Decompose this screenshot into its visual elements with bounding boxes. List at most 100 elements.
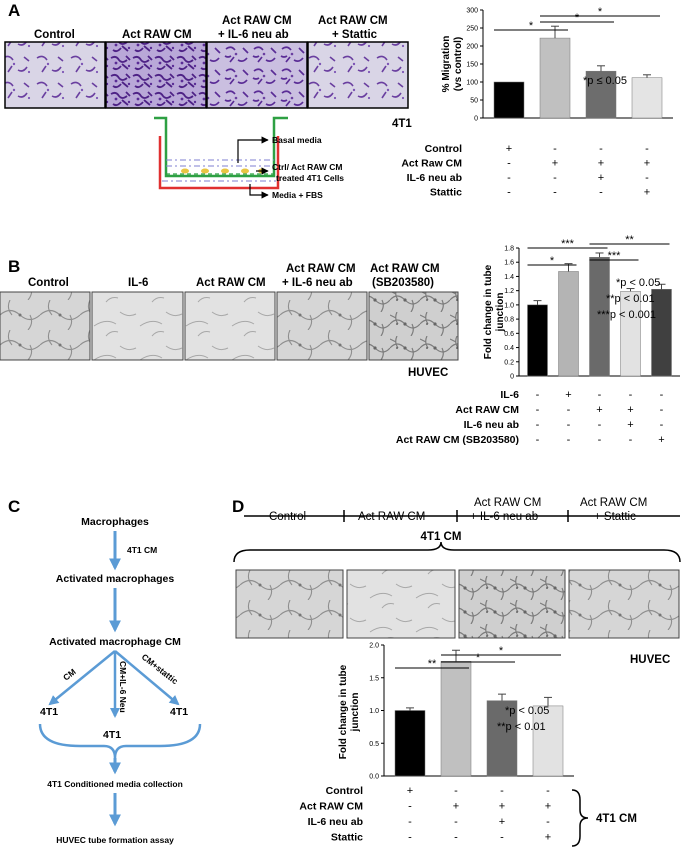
panel-letter-c: C	[8, 497, 20, 516]
chart-2-tick-label: 0.0	[369, 774, 379, 781]
panel-a: A Control Act RAW CM Act RAW CM + IL-6 n…	[4, 1, 673, 200]
chart-1-tick-label: 0.2	[504, 359, 514, 366]
chart-2-y-axis-title: Fold change in tube	[338, 664, 349, 759]
condition-mark: -	[598, 434, 602, 446]
condition-mark: -	[500, 832, 504, 844]
condition-mark: +	[644, 187, 650, 199]
chart-1-y-axis-title: junction	[495, 293, 506, 333]
condition-mark: -	[454, 785, 458, 797]
significance-note-b-1: *p < 0.05	[616, 277, 660, 289]
significance-note-d-2: **p < 0.01	[497, 721, 546, 733]
condition-mark: -	[454, 832, 458, 844]
chart-0-tick-label: 200	[466, 44, 478, 51]
schematic-cells-line2: treated 4T1 Cells	[276, 173, 344, 183]
chart-2-tick-label: 1.5	[369, 675, 379, 682]
condition-label: Stattic	[331, 832, 363, 844]
condition-mark: +	[499, 801, 505, 813]
flow-node-activated: Activated macrophages	[56, 573, 175, 585]
image-label-b-control: Control	[28, 277, 69, 289]
chart-1-significance-mark: **	[625, 234, 634, 246]
condition-mark: -	[567, 404, 571, 416]
condition-mark: -	[536, 404, 540, 416]
conditions-brace-d	[571, 789, 589, 847]
chart-1-tick-label: 0.8	[504, 317, 514, 324]
image-label-stattic-line2: + Stattic	[332, 29, 378, 41]
condition-mark: -	[553, 187, 557, 199]
flow-step-4t1-cm: 4T1 CM	[127, 545, 157, 555]
chart-1-tick-label: 0.4	[504, 345, 514, 352]
image-label-b-sb-line2: (SB203580)	[372, 277, 434, 289]
condition-label: IL-6 neu ab	[407, 172, 462, 184]
migration-image-stattic	[307, 41, 409, 109]
condition-label: Control	[425, 143, 462, 155]
condition-mark: +	[644, 158, 650, 170]
condition-mark: -	[660, 389, 664, 401]
chart-0-tick-label: 50	[470, 98, 478, 105]
condition-mark: -	[567, 419, 571, 431]
condition-mark: +	[598, 172, 604, 184]
chart-0-bar	[585, 70, 617, 119]
chart-2-tick-label: 0.5	[369, 741, 379, 748]
chart-1-bar	[558, 271, 579, 377]
chart-d-tube-junction: 0.0 0.5 1.0 1.5 2.0 Fold change in tube juncti…	[338, 643, 574, 781]
flow-node-collection: 4T1 Conditioned media collection	[47, 779, 183, 789]
condition-mark: -	[598, 419, 602, 431]
condition-mark: -	[536, 419, 540, 431]
chart-2-significance-mark: *	[499, 645, 504, 657]
chart-0-y-axis-title: (vs control)	[453, 37, 464, 91]
condition-label: Act RAW CM	[455, 404, 519, 416]
chart-2-bar	[394, 710, 426, 777]
chart-1-tick-label: 1.2	[504, 288, 514, 295]
flow-arrow-branch-left	[48, 650, 116, 706]
bracket-4t1-cm	[233, 541, 681, 563]
side-label-4t1-cm: 4T1 CM	[596, 813, 637, 825]
condition-mark: -	[599, 143, 603, 155]
conditions-table-d: Control + - - - Act RAW CM - + + + IL-6 neu ab - - + -…	[299, 785, 551, 844]
chart-0-y-axis-title: % Migration	[441, 36, 452, 93]
transwell-schematic	[154, 116, 288, 199]
chart-0-tick-label: 250	[466, 26, 478, 33]
image-label-stattic-line1: Act RAW CM	[318, 15, 388, 27]
condition-mark: -	[507, 172, 511, 184]
image-label-b-il6: IL-6	[128, 277, 148, 289]
chart-0-bar	[493, 81, 525, 119]
flow-node-macrophages: Macrophages	[81, 516, 149, 528]
chart-1-tick-label: 1.0	[504, 302, 514, 309]
cell-line-huvec-d: HUVEC	[630, 654, 670, 666]
chart-1-bar	[527, 304, 548, 377]
panel-c: C Macrophages 4T1 CM Activated macrophag…	[8, 497, 202, 845]
condition-mark: +	[407, 785, 413, 797]
schematic-cells-line1: Ctrl/ Act RAW CM	[272, 162, 343, 172]
chart-2-tick-label: 1.0	[369, 708, 379, 715]
condition-mark: -	[599, 187, 603, 199]
chart-0-significance-mark: *	[575, 12, 580, 24]
condition-mark: -	[645, 143, 649, 155]
flow-node-4t1-left: 4T1	[40, 706, 58, 718]
condition-mark: -	[629, 389, 633, 401]
timeline-stattic-line2: + Stattic	[594, 511, 636, 523]
chart-0-bar	[539, 37, 571, 119]
condition-mark: +	[627, 404, 633, 416]
panel-d: D Control Act RAW CM Act RAW CM + IL-6 n…	[232, 497, 681, 847]
chart-2-bar	[440, 661, 472, 777]
chart-1-significance-mark: *	[550, 255, 555, 267]
image-label-act-raw-cm: Act RAW CM	[122, 29, 192, 41]
tube-image-d-act-raw-cm	[346, 569, 456, 639]
flow-node-4t1-mid: 4T1	[103, 729, 121, 741]
chart-0-tick-label: 0	[474, 116, 478, 123]
condition-mark: -	[660, 404, 664, 416]
chart-1-tick-label: 0.6	[504, 331, 514, 338]
condition-label: Act RAW CM (SB203580)	[396, 434, 519, 446]
flow-node-activated-cm: Activated macrophage CM	[49, 636, 181, 648]
chart-1-y-axis-title: Fold change in tube	[483, 264, 494, 359]
cell-line-huvec-b: HUVEC	[408, 367, 448, 379]
condition-label: Stattic	[430, 187, 462, 199]
flow-branch-cm: CM	[61, 667, 78, 683]
tube-image-d-control	[235, 569, 344, 639]
condition-mark: +	[565, 389, 571, 401]
condition-mark: +	[596, 404, 602, 416]
condition-mark: -	[645, 172, 649, 184]
chart-1-tick-label: 0	[510, 374, 514, 381]
tube-image-b-act-raw-cm	[184, 291, 276, 361]
